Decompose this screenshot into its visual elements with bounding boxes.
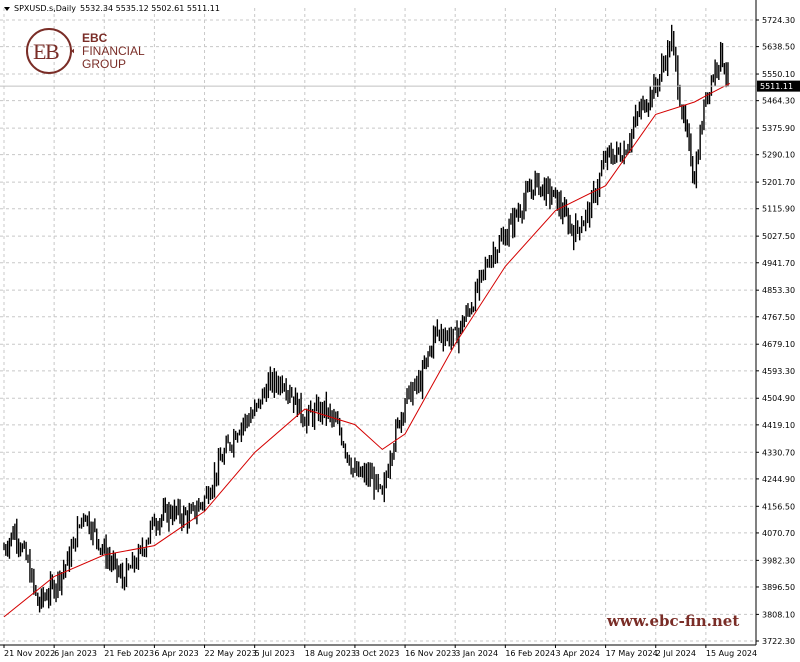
y-tick-label: 4330.70 — [762, 448, 795, 457]
x-tick-label: 5 Jul 2023 — [255, 649, 295, 658]
x-tick-label: 3 Oct 2023 — [355, 649, 399, 658]
y-tick-label: 4853.30 — [762, 286, 795, 295]
chart-grid — [0, 8, 756, 645]
chart-header: SPXUSD.s,Daily 5532.34 5535.12 5502.61 5… — [4, 4, 220, 13]
y-tick-label: 3982.30 — [762, 556, 795, 565]
last-price-label: 5511.11 — [757, 80, 800, 92]
price-bars — [3, 24, 729, 613]
y-tick-label: 4941.70 — [762, 259, 795, 268]
x-tick-label: 6 Apr 2023 — [154, 649, 198, 658]
y-tick-label: 3808.10 — [762, 610, 795, 619]
y-tick-label: 5027.50 — [762, 232, 795, 241]
y-tick-label: 5115.90 — [762, 205, 795, 214]
x-tick-label: 6 Jan 2023 — [54, 649, 97, 658]
y-tick-label: 5290.10 — [762, 151, 795, 160]
x-tick-label: 21 Feb 2023 — [104, 649, 154, 658]
logo-text-line2: FINANCIAL — [82, 43, 145, 58]
x-tick-label: 2 Jul 2024 — [656, 649, 696, 658]
symbol-label: SPXUSD.s,Daily — [14, 4, 76, 13]
y-tick-label: 4593.30 — [762, 367, 795, 376]
x-tick-label: 17 May 2024 — [606, 649, 658, 658]
y-tick-label: 4419.10 — [762, 421, 795, 430]
svg-text:E: E — [33, 39, 46, 64]
last-price-value: 5511.11 — [760, 82, 793, 91]
x-tick-label: 16 Nov 2023 — [405, 649, 456, 658]
chevron-down-icon[interactable] — [4, 6, 10, 11]
y-axis-labels: 5724.30 5638.50 5550.10 5464.30 5375.90 5290.… — [762, 16, 795, 646]
y-tick-label: 4244.90 — [762, 475, 795, 484]
logo-text-line1: EBC — [82, 30, 108, 45]
x-tick-label: 3 Jan 2024 — [455, 649, 498, 658]
y-tick-label: 3722.30 — [762, 637, 795, 646]
y-tick-label: 5550.10 — [762, 70, 795, 79]
y-tick-label: 4767.50 — [762, 313, 795, 322]
y-tick-label: 5464.30 — [762, 97, 795, 106]
moving-average-line — [3, 82, 731, 618]
y-tick-label: 4070.70 — [762, 529, 795, 538]
y-tick-label: 5375.90 — [762, 124, 795, 133]
x-tick-label: 15 Aug 2024 — [706, 649, 757, 658]
ebc-logo-icon: E B — [26, 28, 74, 74]
x-tick-label: 22 May 2023 — [205, 649, 257, 658]
logo-text-line3: GROUP — [82, 56, 127, 71]
y-tick-label: 5724.30 — [762, 16, 795, 25]
y-tick-label: 3896.50 — [762, 583, 795, 592]
y-tick-label: 5638.50 — [762, 43, 795, 52]
x-tick-label: 16 Feb 2024 — [505, 649, 555, 658]
x-tick-label: 3 Apr 2024 — [555, 649, 599, 658]
x-tick-label: 21 Nov 2022 — [4, 649, 55, 658]
y-tick-label: 5201.70 — [762, 178, 795, 187]
y-tick-label: 4504.90 — [762, 394, 795, 403]
x-tick-label: 18 Aug 2023 — [305, 649, 356, 658]
y-tick-label: 4679.10 — [762, 340, 795, 349]
watermark-url: www.ebc-fin.net — [607, 612, 740, 630]
svg-text:B: B — [45, 39, 60, 64]
chart-axes — [0, 0, 759, 648]
ohlc-values: 5532.34 5535.12 5502.61 5511.11 — [79, 4, 220, 13]
brand-logo: E B EBC FINANCIAL GROUP — [24, 26, 145, 76]
y-tick-label: 4156.50 — [762, 502, 795, 511]
